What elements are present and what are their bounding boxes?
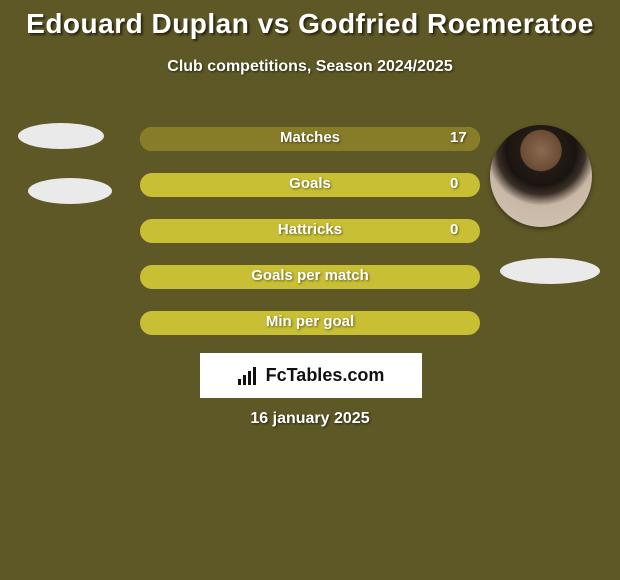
- bar-label: Hattricks: [140, 221, 480, 238]
- player2-avatar: [490, 125, 592, 227]
- subtitle: Club competitions, Season 2024/2025: [0, 58, 620, 76]
- bar-matches: Matches 17: [140, 127, 480, 151]
- brand-text: FcTables.com: [266, 365, 385, 386]
- bar-goals: Goals 0: [140, 173, 480, 197]
- bar-goals-per-match: Goals per match: [140, 265, 480, 289]
- bar-label: Min per goal: [140, 313, 480, 330]
- bar-value-right: 17: [450, 129, 467, 146]
- bar-hattricks: Hattricks 0: [140, 219, 480, 243]
- bar-min-per-goal: Min per goal: [140, 311, 480, 335]
- bar-label: Goals per match: [140, 267, 480, 284]
- right-ellipse-1: [500, 258, 600, 284]
- bar-value-right: 0: [450, 175, 458, 192]
- left-ellipse-2: [28, 178, 112, 204]
- bar-label: Matches: [140, 129, 480, 146]
- page-title: Edouard Duplan vs Godfried Roemeratoe: [0, 0, 620, 40]
- bar-value-right: 0: [450, 221, 458, 238]
- date-text: 16 january 2025: [0, 410, 620, 428]
- brand-bars-icon: [238, 367, 260, 385]
- brand-box: FcTables.com: [200, 353, 422, 398]
- bar-label: Goals: [140, 175, 480, 192]
- left-ellipse-1: [18, 123, 104, 149]
- stats-bars: Matches 17 Goals 0 Hattricks 0 Goals per…: [140, 127, 480, 357]
